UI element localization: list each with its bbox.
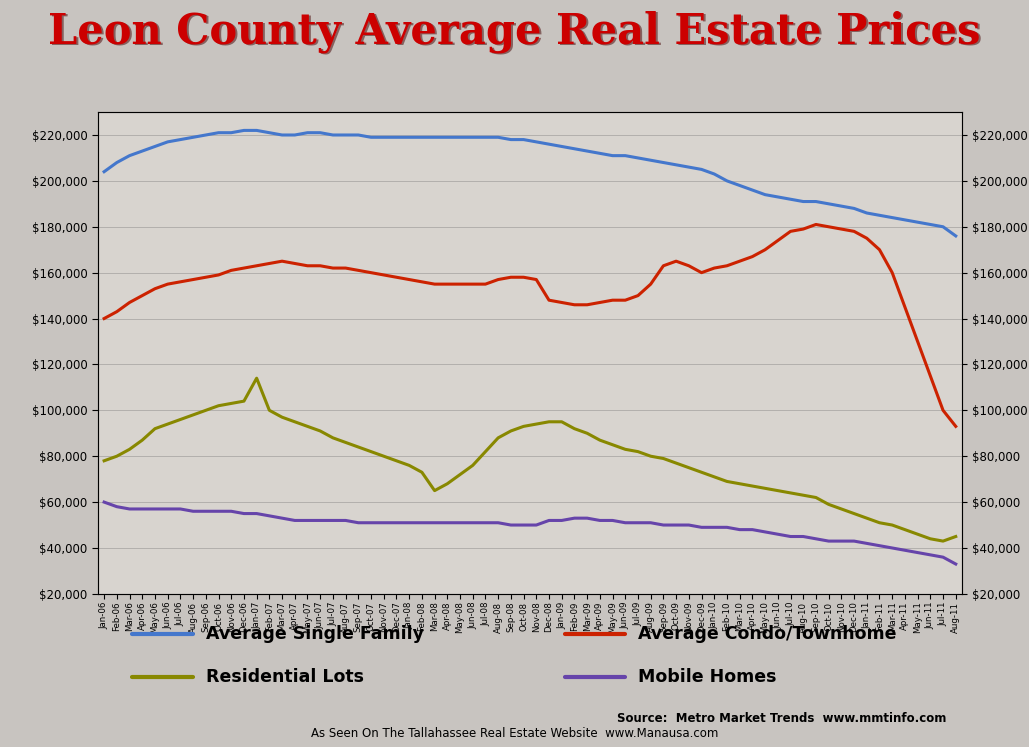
Text: Average Single Family: Average Single Family <box>206 625 424 643</box>
Text: Average Condo/Townhome: Average Condo/Townhome <box>638 625 896 643</box>
Text: Source:  Metro Market Trends  www.mmtinfo.com: Source: Metro Market Trends www.mmtinfo.… <box>617 712 947 725</box>
Text: Leon County Average Real Estate Prices: Leon County Average Real Estate Prices <box>48 10 981 52</box>
Text: Mobile Homes: Mobile Homes <box>638 669 777 686</box>
Text: As Seen On The Tallahassee Real Estate Website  www.Manausa.com: As Seen On The Tallahassee Real Estate W… <box>311 727 718 740</box>
Text: Leon County Average Real Estate Prices: Leon County Average Real Estate Prices <box>50 12 983 54</box>
Text: Residential Lots: Residential Lots <box>206 669 364 686</box>
